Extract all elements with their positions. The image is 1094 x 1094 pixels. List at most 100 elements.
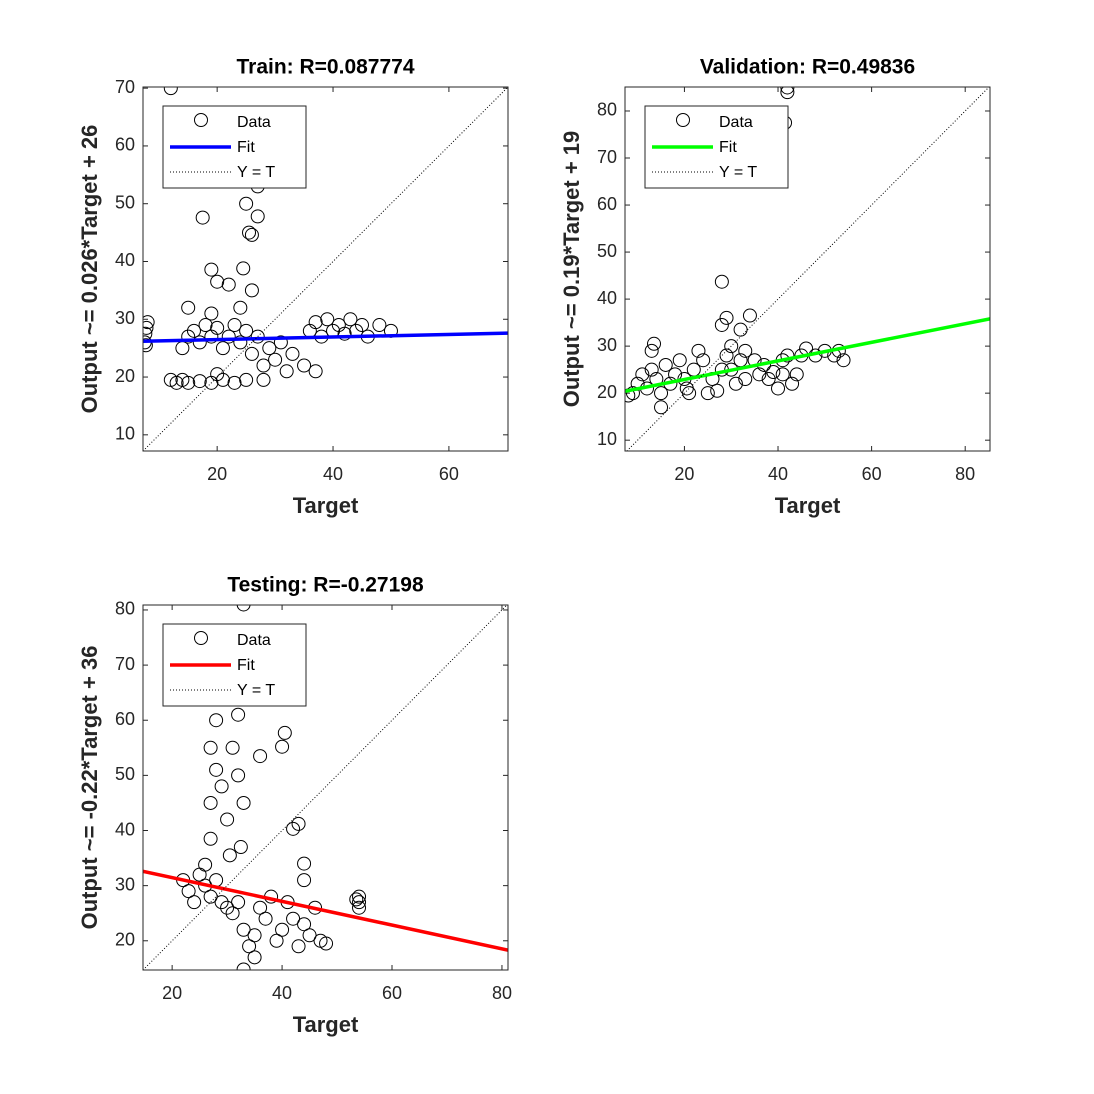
data-point: [186, 323, 201, 338]
data-point: [372, 318, 387, 333]
x-tick-label: 80: [492, 983, 512, 1003]
y-tick-label: 60: [115, 709, 135, 729]
data-point: [143, 338, 153, 353]
y-tick-label: 20: [115, 366, 135, 386]
data-point: [233, 300, 248, 315]
data-point: [719, 310, 734, 325]
data-point: [742, 308, 757, 323]
data-point: [308, 364, 323, 379]
x-tick-label: 60: [862, 464, 882, 484]
data-point: [635, 367, 650, 382]
data-point: [719, 348, 734, 363]
data-point: [253, 900, 268, 915]
legend: Data Fit Y = T: [162, 105, 307, 189]
data-point: [222, 848, 237, 863]
y-tick-label: 60: [115, 135, 135, 155]
y-axis-label: Output ~= 0.026*Target + 26: [77, 125, 102, 414]
data-point: [644, 362, 659, 377]
data-point: [766, 364, 781, 379]
data-point: [302, 928, 317, 943]
data-point: [724, 339, 739, 354]
x-tick-label: 40: [768, 464, 788, 484]
data-point: [277, 725, 292, 740]
y-tick-label: 10: [115, 424, 135, 444]
data-point: [297, 917, 312, 932]
data-point: [256, 358, 271, 373]
data-point: [244, 346, 259, 361]
data-point: [319, 936, 334, 951]
data-point: [210, 274, 225, 289]
data-point: [728, 376, 743, 391]
y-tick-label: 70: [597, 147, 617, 167]
data-point: [771, 381, 786, 396]
data-point: [181, 300, 196, 315]
y-tick-label: 30: [115, 874, 135, 894]
data-point: [297, 856, 312, 871]
data-point: [679, 381, 694, 396]
x-tick-label: 80: [955, 464, 975, 484]
subplot: 20 40 60 80 20 30 40 50 60 70 80 Testing: R=-0.2719…: [77, 574, 512, 1037]
data-point: [258, 911, 273, 926]
legend-marker: [676, 113, 690, 127]
y-axis-label: Output ~= -0.22*Target + 36: [77, 646, 102, 930]
data-point: [231, 707, 246, 722]
data-point: [239, 196, 254, 211]
data-point: [247, 928, 262, 943]
data-point: [285, 346, 300, 361]
data-point: [286, 821, 301, 836]
y-tick-label: 60: [597, 194, 617, 214]
data-point: [355, 318, 369, 333]
data-point: [242, 225, 257, 240]
data-point: [308, 315, 323, 330]
data-point: [275, 739, 290, 754]
identity-line: [143, 87, 508, 451]
y-tick-label: 10: [597, 429, 617, 449]
legend: Data Fit Y = T: [162, 623, 307, 707]
x-tick-label: 60: [439, 464, 459, 484]
data-point: [269, 933, 284, 948]
data-point: [181, 375, 196, 390]
data-point: [214, 779, 229, 794]
data-point: [210, 320, 225, 335]
data-point: [733, 322, 748, 337]
data-point: [262, 341, 277, 356]
axes-box: [142, 86, 509, 452]
subplot: 20 40 60 10 20 30 40 50 60 70 Train: R=0.087774 Tar…: [77, 56, 509, 518]
data-point: [163, 87, 178, 96]
data-point: [233, 840, 248, 855]
data-point: [337, 326, 352, 341]
x-tick-label: 60: [382, 983, 402, 1003]
fit-line: [143, 869, 508, 952]
data-point: [181, 329, 196, 344]
data-point: [236, 261, 251, 276]
data-point: [221, 329, 236, 344]
data-point: [236, 922, 251, 937]
data-point: [203, 889, 218, 904]
data-point: [233, 335, 248, 350]
y-tick-label: 70: [115, 654, 135, 674]
data-point: [710, 383, 725, 398]
data-point: [253, 749, 268, 764]
data-point: [225, 740, 240, 755]
chart-title: Train: R=0.087774: [236, 56, 414, 79]
data-point: [691, 343, 706, 358]
data-point: [349, 892, 364, 907]
data-point: [256, 372, 271, 387]
legend: Data Fit Y = T: [644, 105, 789, 189]
legend-label: Fit: [237, 139, 255, 156]
x-tick-label: 40: [323, 464, 343, 484]
data-point: [244, 283, 259, 298]
data-point: [273, 335, 288, 350]
identity-line: [143, 605, 508, 970]
data-point: [775, 367, 790, 382]
data-point: [647, 336, 662, 351]
data-point: [658, 357, 673, 372]
data-point: [279, 364, 294, 379]
legend-label: Fit: [237, 657, 255, 674]
data-point: [275, 922, 290, 937]
data-point: [654, 400, 669, 415]
data-point: [143, 315, 155, 330]
data-point: [343, 312, 358, 327]
data-point: [215, 341, 230, 356]
y-tick-label: 30: [115, 308, 135, 328]
